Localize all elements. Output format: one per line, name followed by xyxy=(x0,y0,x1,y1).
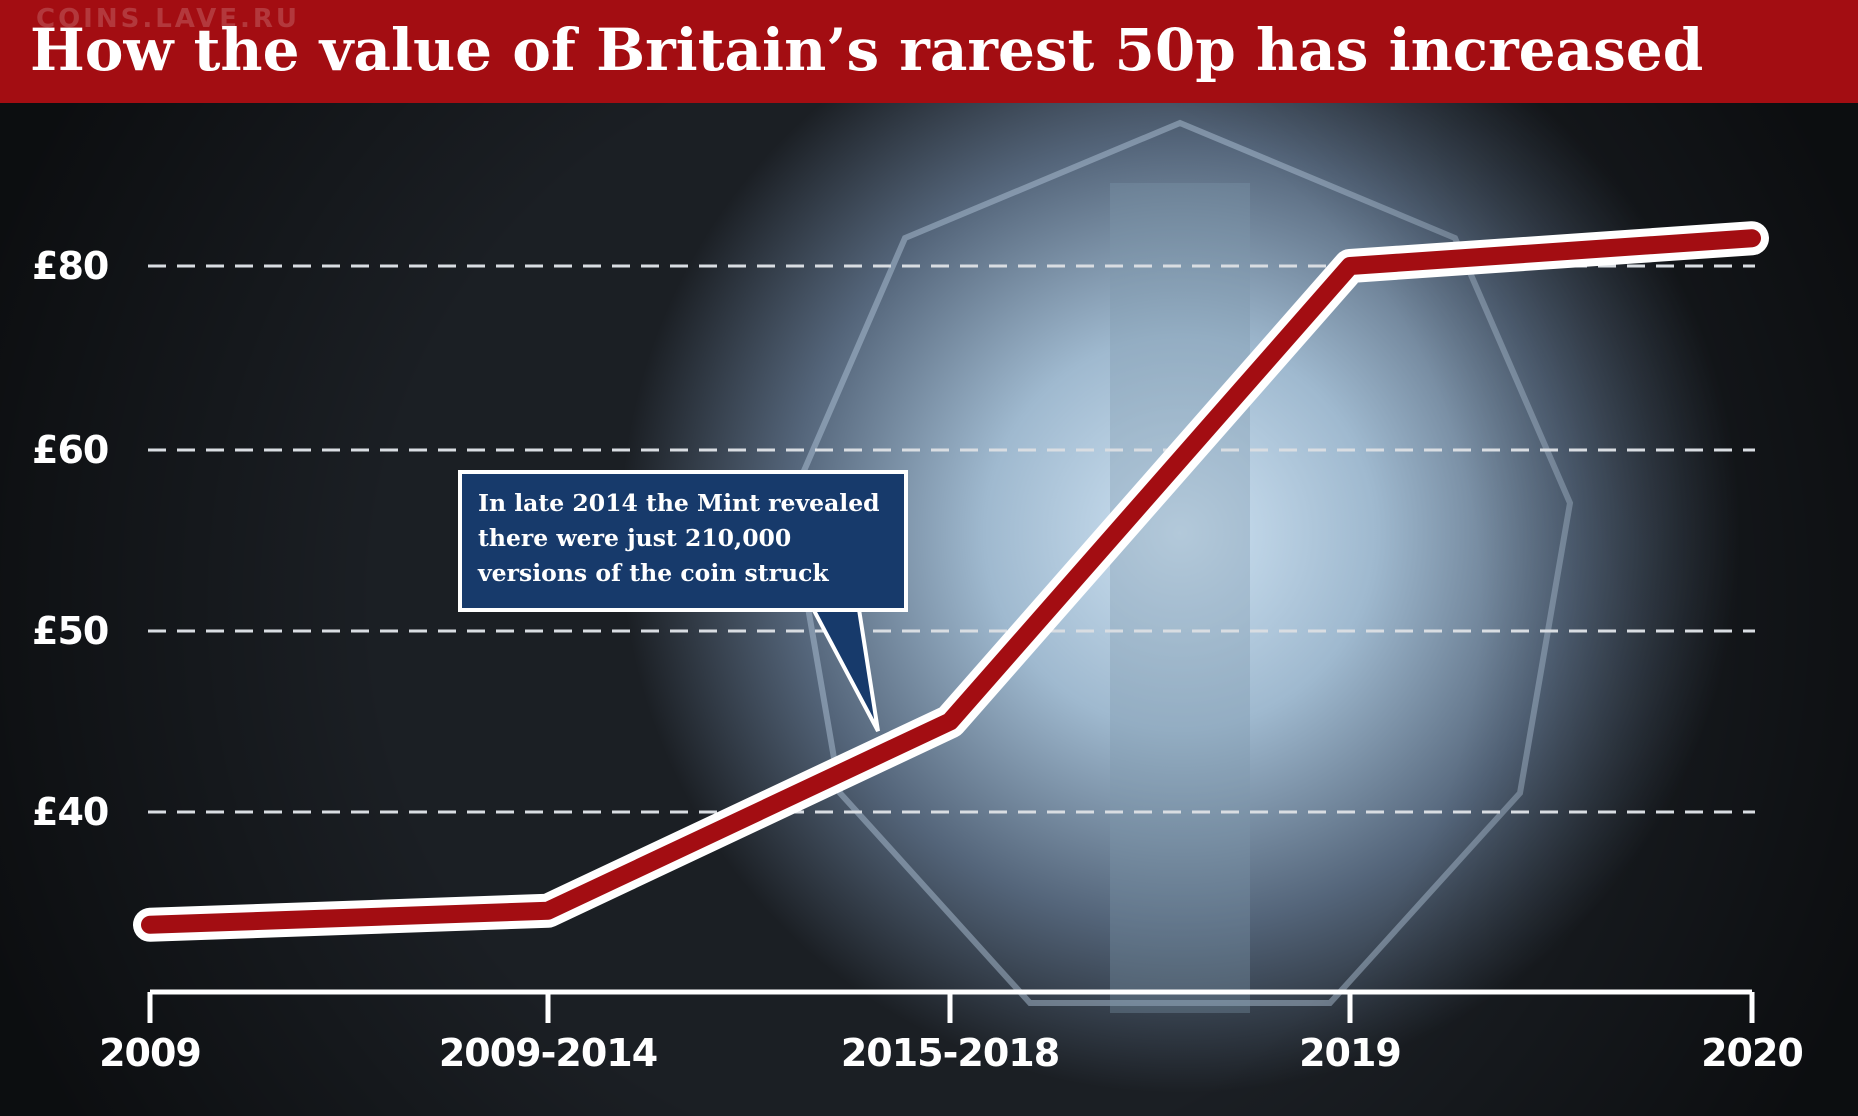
x-tick-label: 2009-2014 xyxy=(439,1031,657,1075)
chart-title: How the value of Britain’s rarest 50p ha… xyxy=(30,16,1704,84)
coin-background xyxy=(0,103,1858,1116)
annotation-text: In late 2014 the Mint revealed there wer… xyxy=(478,489,880,587)
title-bar: COINS.LAVE.RU How the value of Britain’s… xyxy=(0,0,1858,103)
x-tick-label: 2009 xyxy=(99,1031,201,1075)
y-tick-label: £80 xyxy=(32,244,108,288)
annotation-callout: In late 2014 the Mint revealed there wer… xyxy=(458,470,908,612)
y-tick-label: £60 xyxy=(32,428,108,472)
y-tick-label: £50 xyxy=(32,609,108,653)
line-chart: £40£50£60£80 2009 2009-2014 2015-2018 2019 2… xyxy=(0,103,1858,1116)
x-tick-label: 2015-2018 xyxy=(841,1031,1059,1075)
x-axis: 2009 2009-2014 2015-2018 2019 2020 xyxy=(99,989,1804,1075)
y-axis: £40 £50 £60 £80 xyxy=(32,244,109,834)
y-tick-label: £40 xyxy=(32,790,108,834)
watermark: COINS.LAVE.RU xyxy=(36,4,301,34)
x-tick-label: 2020 xyxy=(1701,1031,1803,1075)
series xyxy=(133,221,1769,942)
x-tick-label: 2019 xyxy=(1299,1031,1401,1075)
